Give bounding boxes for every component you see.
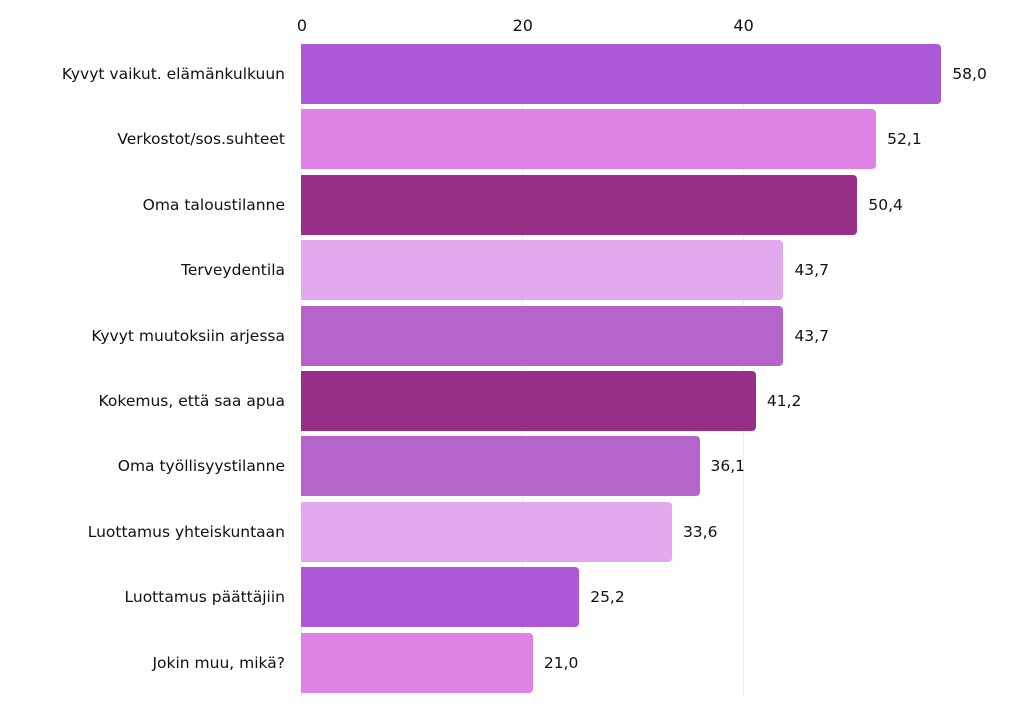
bar-row: Oma työllisyystilanne 36,1 [0, 436, 1024, 497]
bar [301, 305, 784, 366]
category-label: Kokemus, että saa apua [98, 392, 285, 410]
bar-row: Kyvyt vaikut. elämänkulkuun 58,0 [0, 44, 1024, 104]
value-label: 33,6 [682, 522, 718, 541]
bar-row: Jokin muu, mikä? 21,0 [0, 632, 1024, 693]
category-label: Oma työllisyystilanne [117, 457, 285, 476]
bar [301, 109, 877, 170]
category-label: Luottamus päättäjiin [124, 588, 285, 607]
category-label: Kyvyt muutoksiin arjessa [91, 326, 285, 345]
category-label: Jokin muu, mikä? [152, 653, 285, 672]
value-label: 58,0 [952, 65, 987, 83]
value-label: 50,4 [868, 195, 903, 214]
gridline [742, 44, 744, 697]
category-label: Luottamus yhteiskuntaan [87, 522, 285, 541]
bar-row: Luottamus päättäjiin 25,2 [0, 567, 1024, 628]
gridline [521, 44, 523, 697]
category-label: Verkostot/sos.suhteet [117, 130, 285, 149]
bar-row: Luottamus yhteiskuntaan 33,6 [0, 501, 1024, 562]
value-label: 25,2 [590, 588, 625, 607]
bar [301, 174, 858, 235]
bar [301, 632, 533, 693]
category-label: Kyvyt vaikut. elämänkulkuun [61, 65, 285, 83]
value-label: 21,0 [543, 653, 579, 672]
value-label: 43,7 [794, 326, 829, 345]
bar [301, 44, 942, 104]
bar-row: Verkostot/sos.suhteet 52,1 [0, 109, 1024, 170]
bar-row: Kyvyt muutoksiin arjessa 43,7 [0, 305, 1024, 366]
value-label: 52,1 [887, 130, 922, 149]
bar [301, 501, 672, 562]
x-tick-label: 20 [512, 16, 533, 35]
value-label: 36,1 [710, 457, 746, 476]
bar [301, 240, 784, 301]
bar-row: Terveydentila 43,7 [0, 240, 1024, 301]
bar [301, 436, 700, 497]
x-tick-label: 40 [733, 16, 754, 35]
bar-row: Kokemus, että saa apua 41,2 [0, 371, 1024, 431]
gridline [301, 44, 302, 697]
bar [301, 567, 580, 628]
value-label: 41,2 [766, 392, 802, 410]
x-tick-label: 0 [296, 16, 308, 35]
bar-row: Oma taloustilanne 50,4 [0, 174, 1024, 235]
category-label: Oma taloustilanne [142, 195, 285, 214]
bar [301, 371, 756, 431]
category-label: Terveydentila [180, 261, 285, 280]
value-label: 43,7 [794, 261, 829, 280]
